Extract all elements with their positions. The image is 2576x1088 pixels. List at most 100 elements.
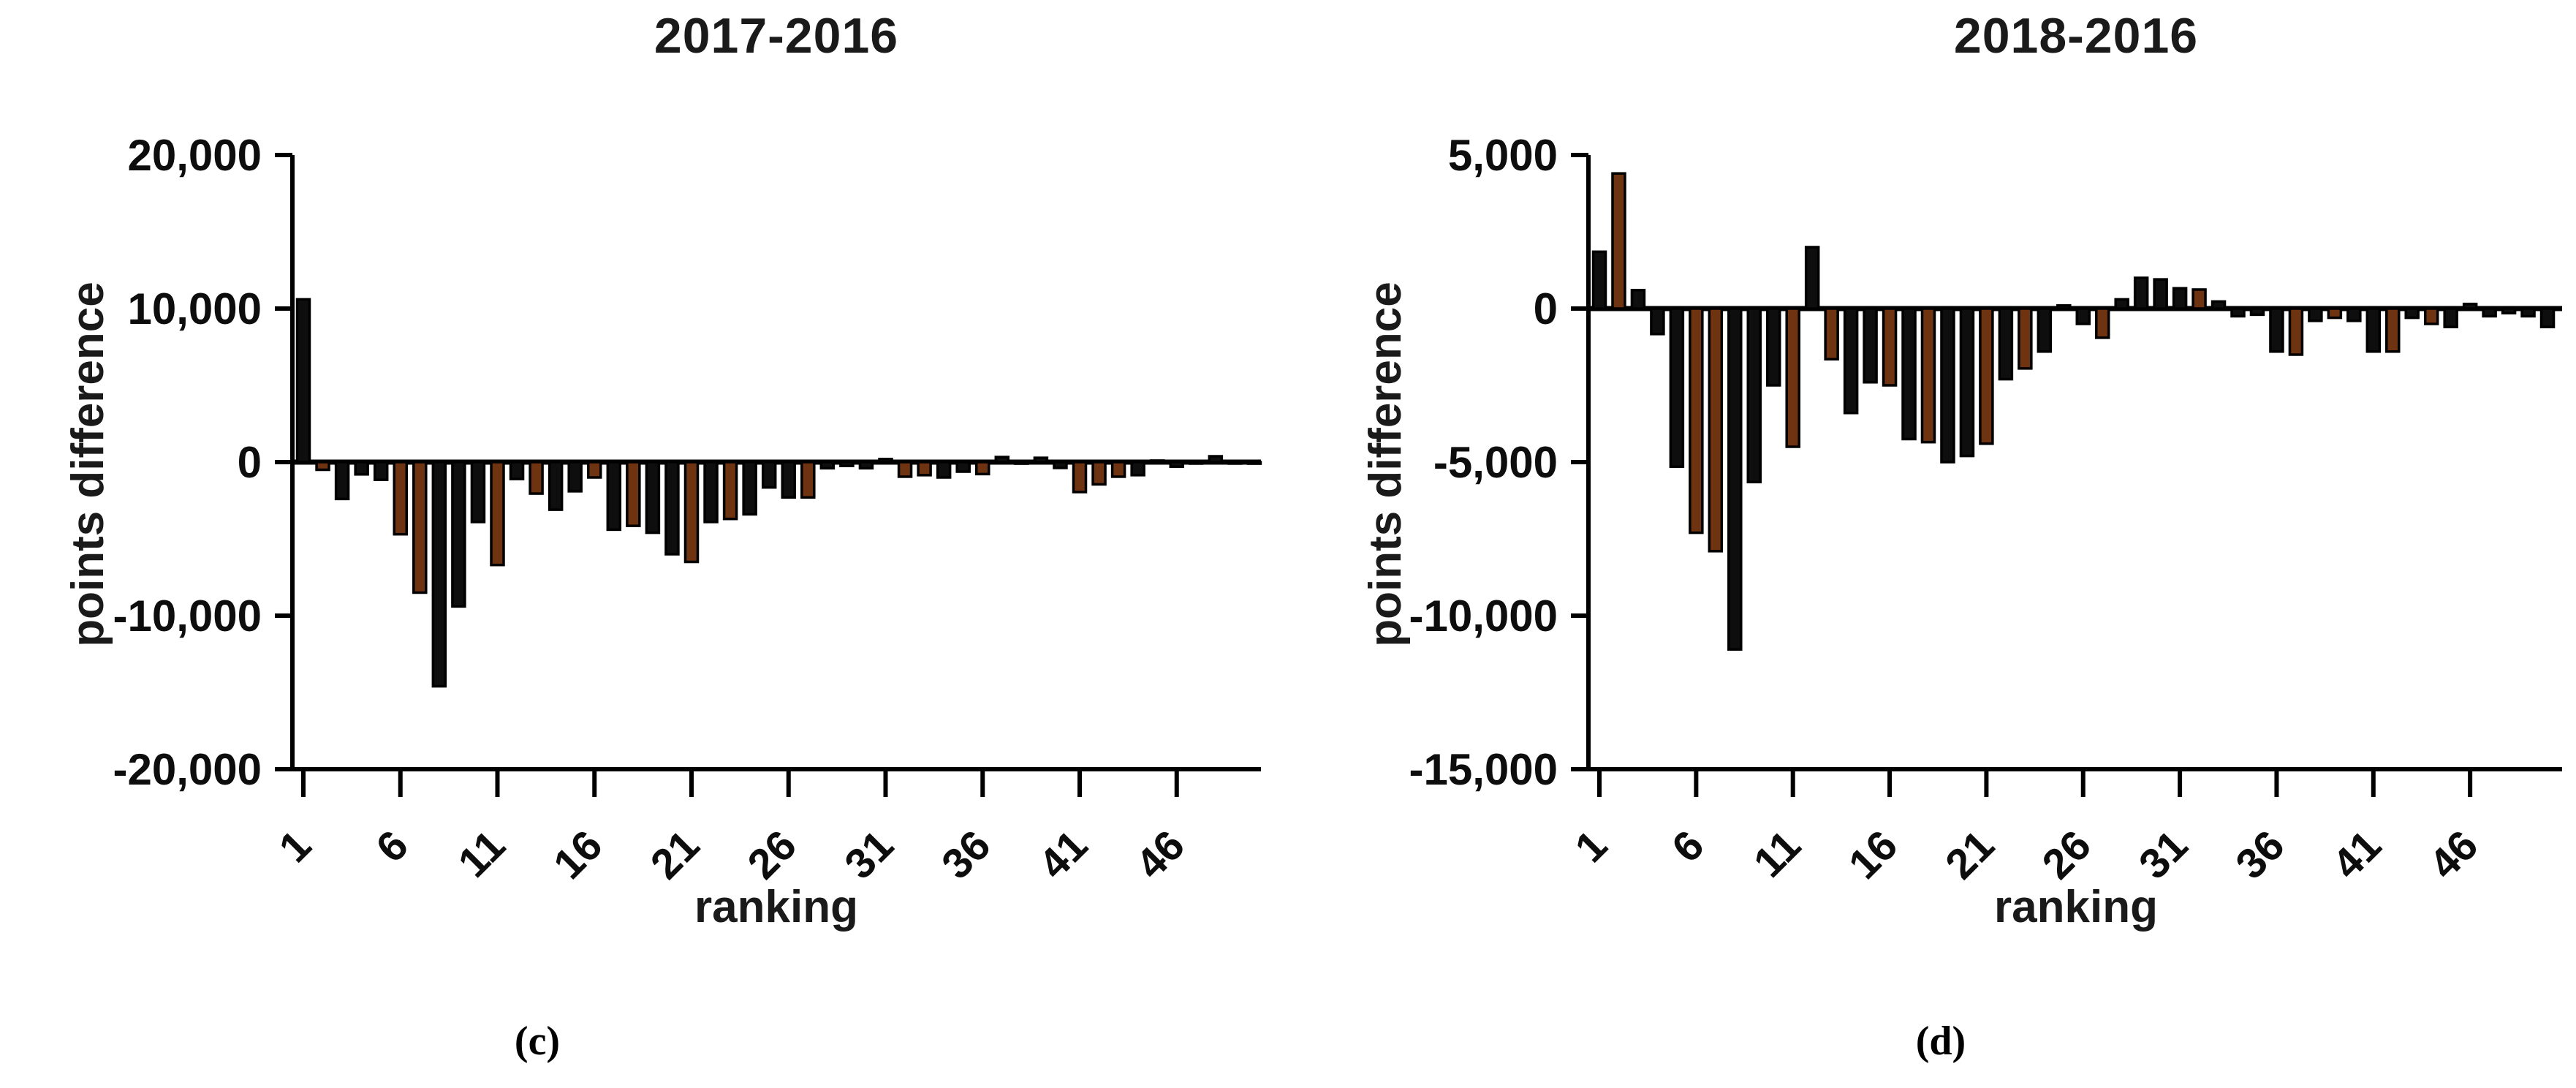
bar <box>295 298 311 464</box>
bar <box>1033 456 1049 464</box>
bar <box>994 456 1010 464</box>
bar <box>1765 307 1781 387</box>
bar <box>2520 307 2536 318</box>
bar <box>1189 461 1204 465</box>
bar <box>451 461 466 608</box>
y-tick-label: -20,000 <box>113 745 262 794</box>
bar <box>1169 461 1184 469</box>
bar <box>858 461 874 470</box>
panel-d-x-axis-label: ranking <box>1994 882 2158 932</box>
y-tick-label: 20,000 <box>127 131 262 180</box>
panel-c-x-axis-label: ranking <box>694 882 858 932</box>
bar <box>373 461 389 481</box>
x-tick-label: 1 <box>1566 821 1616 872</box>
bar <box>2482 307 2497 318</box>
bar <box>781 461 796 499</box>
bar <box>1901 307 1917 441</box>
bar <box>2346 307 2362 322</box>
bar-highlighted <box>1110 461 1126 478</box>
bar-highlighted <box>1979 307 1994 445</box>
bar-highlighted <box>490 461 505 567</box>
bar-highlighted <box>529 461 544 495</box>
bar <box>1669 307 1685 469</box>
bar <box>1591 250 1607 310</box>
bar <box>1014 461 1029 465</box>
bar <box>2462 302 2478 310</box>
bar <box>645 461 661 534</box>
x-tick-label: 11 <box>449 821 514 886</box>
x-tick-label: 26 <box>738 821 806 888</box>
bar-highlighted <box>1824 307 1839 361</box>
bar-highlighted <box>315 461 330 472</box>
bar-highlighted <box>1920 307 1936 444</box>
bar <box>2443 307 2458 328</box>
bar <box>1940 307 1955 464</box>
bar <box>431 461 447 688</box>
panel-d-title: 2018-2016 <box>1953 8 2199 64</box>
bar-highlighted <box>800 461 816 499</box>
y-tick-label: 10,000 <box>127 284 262 333</box>
bar <box>1746 307 1762 484</box>
bar <box>2153 278 2168 310</box>
panel-c-title: 2017-2016 <box>654 8 899 64</box>
bar <box>1863 307 1878 384</box>
bar-highlighted <box>1072 461 1088 494</box>
bar <box>1843 307 1859 415</box>
bar-highlighted <box>1611 172 1626 310</box>
bar-highlighted <box>412 461 428 594</box>
bar-highlighted <box>2192 288 2207 310</box>
bar-highlighted <box>2288 307 2304 356</box>
bar <box>1208 455 1224 464</box>
x-tick-label: 31 <box>836 821 903 888</box>
y-tick-label: 5,000 <box>1448 131 1558 180</box>
bar <box>334 461 350 501</box>
bar-highlighted <box>587 461 602 479</box>
bar <box>839 461 855 467</box>
bar-highlighted <box>1785 307 1800 448</box>
y-tick-label: -5,000 <box>1433 438 1558 487</box>
x-tick-label: 6 <box>1663 821 1713 872</box>
bar-highlighted <box>897 461 913 478</box>
x-tick-label: 26 <box>2033 821 2100 888</box>
bar <box>1959 307 1975 458</box>
y-tick-label: -10,000 <box>1409 592 1558 641</box>
bar-highlighted <box>1882 307 1898 387</box>
bar <box>2249 307 2265 317</box>
bar <box>2501 307 2517 315</box>
bar <box>509 461 525 480</box>
y-tick-label: -10,000 <box>113 592 262 641</box>
bar <box>2308 307 2323 322</box>
bar <box>1804 246 1820 310</box>
x-tick-label: 36 <box>933 821 1000 888</box>
bar <box>1998 307 2014 381</box>
y-tick-label: 0 <box>1534 284 1558 333</box>
bar-highlighted <box>1708 307 1724 553</box>
bar <box>2133 276 2149 310</box>
y-tick-label: -15,000 <box>1409 745 1558 794</box>
bar-highlighted <box>917 461 932 477</box>
x-tick-label: 46 <box>1126 821 1194 888</box>
bar <box>1650 307 1665 336</box>
bar <box>2230 307 2246 318</box>
panel-c-y-axis-label: points difference <box>63 282 113 647</box>
bar <box>606 461 622 532</box>
bar-highlighted <box>1689 307 1704 534</box>
y-tick-label: 0 <box>238 438 262 487</box>
x-tick-label: 6 <box>367 821 417 872</box>
bar-highlighted <box>1091 461 1107 486</box>
bar <box>2404 307 2420 320</box>
panel-c-label: (c) <box>514 1019 561 1064</box>
x-tick-label: 21 <box>642 821 709 888</box>
bar <box>2211 300 2227 310</box>
bar-highlighted <box>2327 307 2343 320</box>
bar <box>664 461 680 556</box>
bar <box>470 461 486 524</box>
x-tick-label: 46 <box>2420 821 2488 888</box>
x-tick-label: 36 <box>2227 821 2294 888</box>
x-tick-label: 21 <box>1936 821 2004 888</box>
bar <box>936 461 952 479</box>
x-tick-label: 41 <box>2323 821 2390 888</box>
bar-highlighted <box>393 461 408 536</box>
